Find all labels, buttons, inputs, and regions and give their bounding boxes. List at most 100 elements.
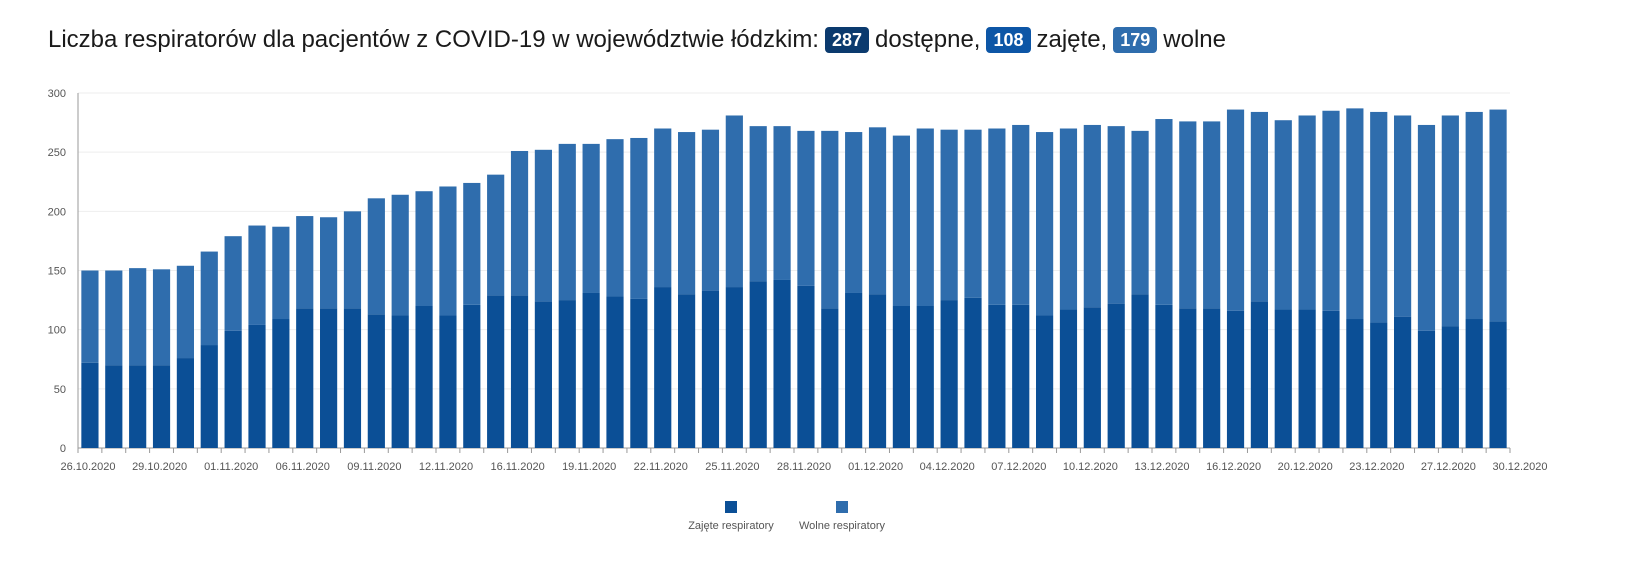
bar-occupied: [367, 314, 385, 448]
bar-occupied: [200, 345, 218, 448]
bar-occupied: [630, 298, 648, 448]
bar-occupied: [1322, 310, 1340, 448]
bar-free: [439, 186, 457, 316]
bar-free: [1417, 124, 1436, 331]
y-tick-label: 150: [48, 266, 66, 278]
free-badge: 179: [1113, 27, 1158, 53]
bar-free: [1298, 115, 1316, 310]
header-prefix: Liczba respiratorów dla pacjentów z COVI…: [48, 26, 819, 53]
bar-occupied: [725, 287, 743, 448]
x-tick-label: 13.12.2020: [1134, 461, 1189, 473]
bar-occupied: [1274, 309, 1292, 448]
bar-free: [1370, 111, 1388, 323]
x-tick-label: 26.10.2020: [60, 461, 115, 473]
bar-free: [1250, 111, 1268, 302]
bar-free: [272, 226, 290, 320]
x-tick-label: 23.12.2020: [1349, 461, 1404, 473]
bar-occupied: [940, 300, 958, 448]
bar-free: [510, 150, 529, 296]
occupied-badge: 108: [986, 27, 1031, 53]
bar-free: [988, 128, 1006, 305]
bar-free: [1179, 121, 1197, 309]
bar-occupied: [892, 306, 910, 448]
bar-occupied: [1179, 308, 1197, 448]
bar-free: [1226, 109, 1245, 311]
bar-free: [940, 129, 958, 301]
bar-occupied: [868, 294, 887, 448]
bar-free: [1036, 132, 1054, 316]
bar-free: [773, 126, 791, 280]
bar-free: [1083, 124, 1101, 308]
bar-occupied: [487, 295, 505, 448]
x-tick-label: 19.11.2020: [562, 461, 616, 473]
bar-occupied: [821, 308, 839, 448]
bar-free: [367, 198, 385, 315]
bar-occupied: [1107, 303, 1125, 448]
x-tick-label: 29.10.2020: [132, 461, 187, 473]
bar-occupied: [964, 297, 982, 448]
bar-free: [1155, 119, 1173, 305]
bar-occupied: [1155, 304, 1173, 448]
bar-free: [1441, 115, 1459, 327]
y-tick-label: 300: [48, 88, 66, 100]
bar-occupied: [1370, 322, 1388, 448]
bar-free: [152, 269, 171, 366]
x-tick-label: 01.12.2020: [848, 461, 903, 473]
bar-free: [391, 194, 409, 316]
bar-occupied: [1465, 319, 1483, 448]
bar-occupied: [81, 362, 99, 448]
bar-occupied: [224, 330, 242, 448]
bar-free: [630, 137, 648, 299]
bar-free: [749, 126, 767, 282]
bar-occupied: [845, 292, 863, 448]
bar-free: [821, 130, 839, 309]
bar-free: [534, 149, 552, 302]
bar-free: [105, 270, 123, 366]
bar-free: [248, 225, 266, 325]
bar-occupied: [272, 319, 290, 448]
bar-occupied: [391, 315, 409, 448]
bar-free: [892, 135, 910, 306]
bar-occupied: [1131, 294, 1149, 448]
x-tick-label: 07.12.2020: [991, 461, 1046, 473]
bar-occupied: [1250, 301, 1268, 448]
bar-free: [654, 128, 672, 288]
bar-occupied: [1489, 321, 1507, 448]
y-tick-label: 200: [48, 206, 66, 218]
total-label: dostępne,: [875, 26, 981, 53]
bar-free: [200, 251, 218, 346]
bar-free: [224, 236, 242, 331]
bar-occupied: [463, 304, 481, 448]
bar-free: [487, 174, 505, 296]
bar-free: [1012, 124, 1030, 305]
occupied-label: zajęte,: [1036, 26, 1108, 53]
bar-free: [797, 130, 815, 286]
bar-occupied: [343, 308, 362, 448]
x-tick-label: 22.11.2020: [634, 461, 688, 473]
bar-free: [916, 128, 934, 306]
x-tick-label: 09.11.2020: [347, 461, 401, 473]
bar-free: [964, 129, 982, 298]
bar-occupied: [320, 308, 338, 448]
x-tick-label: 27.12.2020: [1421, 461, 1476, 473]
y-tick-label: 100: [48, 325, 66, 337]
bar-occupied: [654, 287, 672, 448]
bar-occupied: [105, 365, 123, 448]
x-tick-label: 28.11.2020: [777, 461, 831, 473]
bar-occupied: [558, 300, 576, 448]
bar-occupied: [988, 304, 1006, 448]
bar-free: [1131, 130, 1149, 295]
y-tick-label: 250: [48, 147, 66, 159]
bar-free: [725, 115, 743, 288]
chart-header: Liczba respiratorów dla pacjentów z COVI…: [48, 26, 1226, 54]
y-tick-label: 50: [54, 384, 66, 396]
x-tick-label: 20.12.2020: [1278, 461, 1333, 473]
bar-occupied: [701, 290, 720, 448]
bar-free: [606, 139, 624, 297]
bar-free: [1346, 108, 1364, 320]
x-tick-label: 16.12.2020: [1206, 461, 1261, 473]
x-tick-label: 16.11.2020: [490, 461, 544, 473]
x-tick-label: 06.11.2020: [276, 461, 330, 473]
bar-occupied: [129, 365, 147, 448]
